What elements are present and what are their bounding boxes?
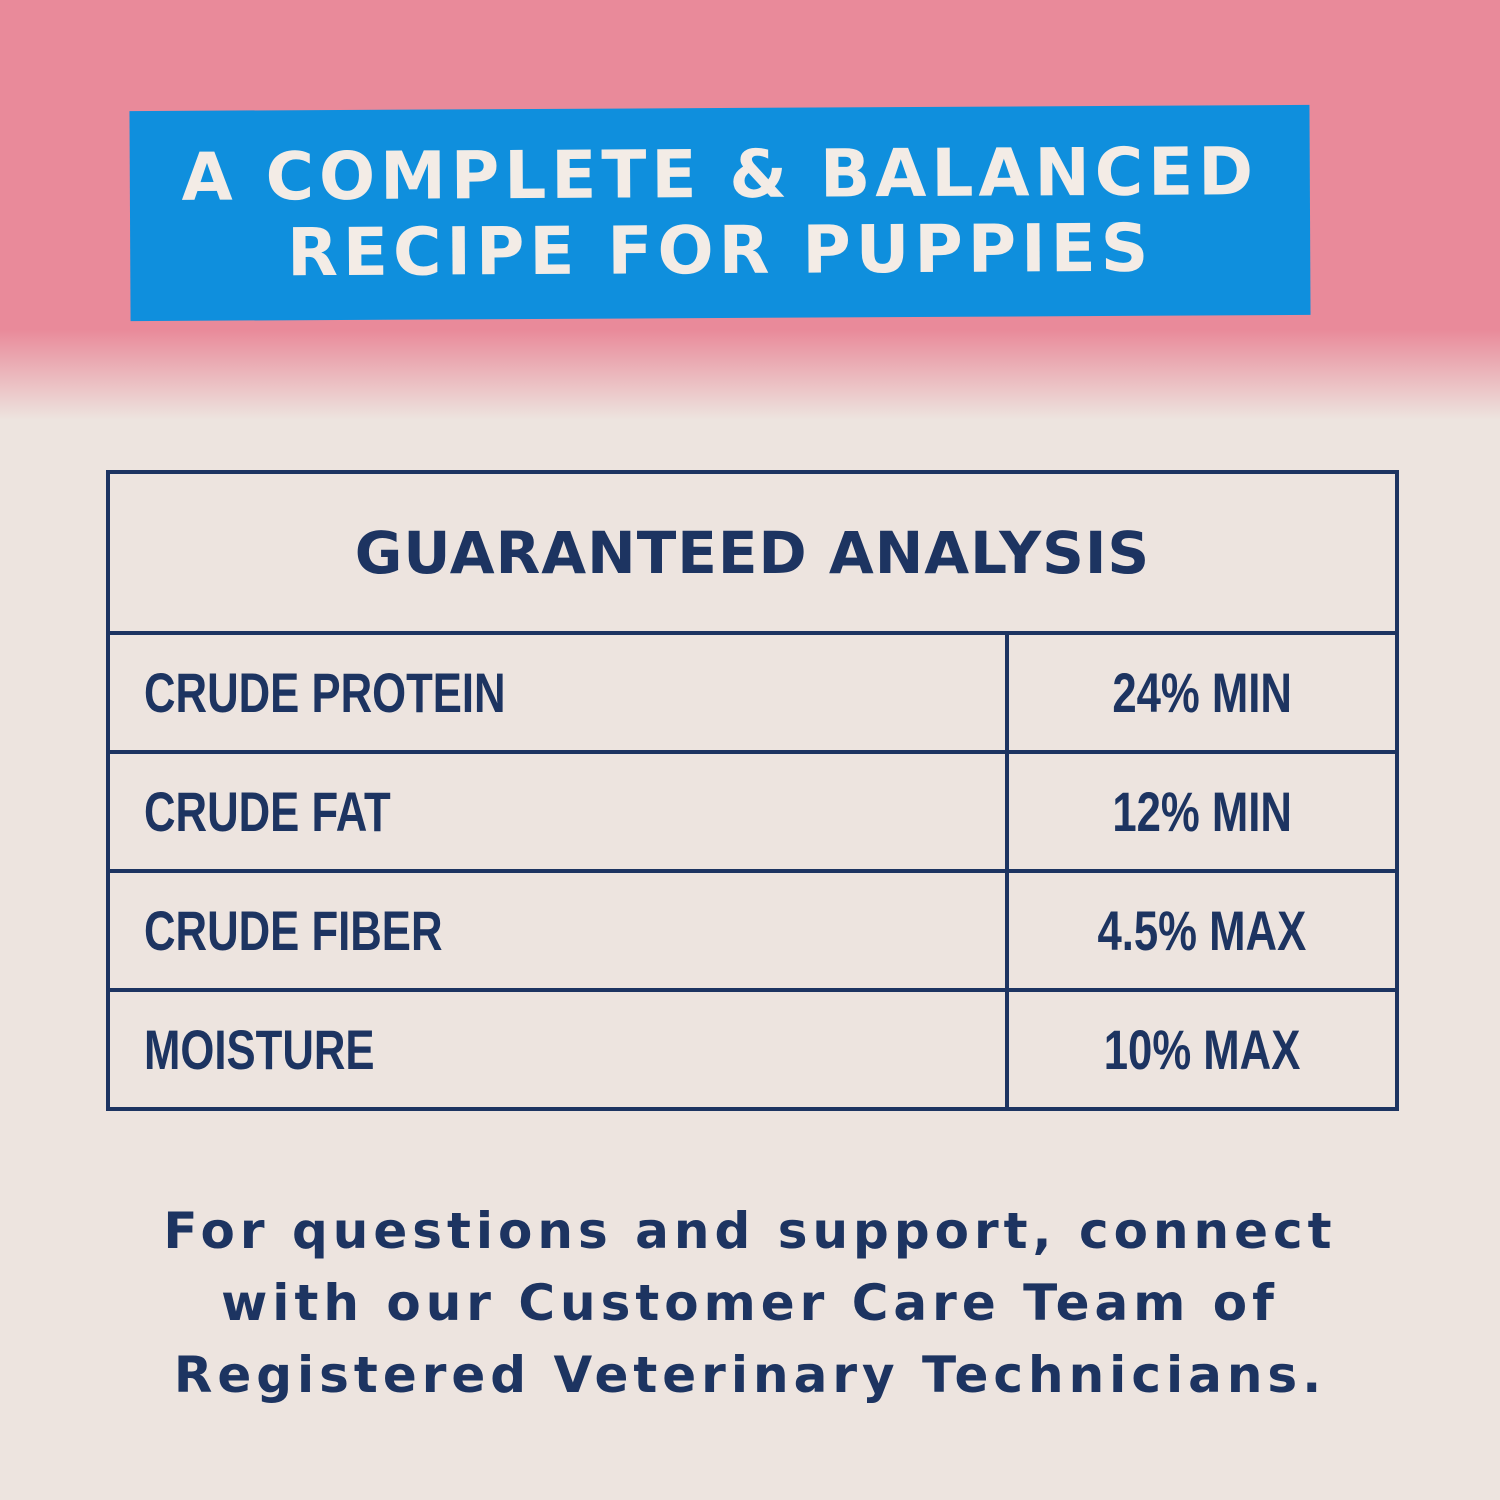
row-value: 12% MIN	[1112, 780, 1292, 843]
table-row: CRUDE PROTEIN 24% MIN	[106, 631, 1399, 754]
table-row: CRUDE FAT 12% MIN	[106, 750, 1399, 873]
support-line-1: For questions and support, connect	[163, 1202, 1337, 1260]
row-value: 4.5% MAX	[1097, 899, 1307, 962]
row-label: CRUDE FAT	[144, 780, 391, 843]
support-line-2: with our Customer Care Team of	[221, 1274, 1279, 1332]
table-title: GUARANTEED ANALYSIS	[106, 470, 1399, 635]
row-label: MOISTURE	[144, 1018, 375, 1081]
support-text: For questions and support, connect with …	[0, 1195, 1500, 1411]
headline-line-2: RECIPE FOR PUPPIES	[286, 209, 1154, 292]
table-row: MOISTURE 10% MAX	[106, 988, 1399, 1111]
row-label: CRUDE FIBER	[144, 899, 443, 962]
headline-banner: A COMPLETE & BALANCED RECIPE FOR PUPPIES	[129, 104, 1311, 322]
row-label: CRUDE PROTEIN	[144, 661, 506, 724]
table-row: CRUDE FIBER 4.5% MAX	[106, 869, 1399, 992]
headline-line-1: A COMPLETE & BALANCED	[181, 133, 1259, 216]
row-value: 24% MIN	[1112, 661, 1292, 724]
support-line-3: Registered Veterinary Technicians.	[173, 1346, 1327, 1404]
pink-fade	[0, 330, 1500, 420]
guaranteed-analysis-table: GUARANTEED ANALYSIS CRUDE PROTEIN 24% MIN…	[106, 470, 1399, 1111]
row-value: 10% MAX	[1103, 1018, 1301, 1081]
